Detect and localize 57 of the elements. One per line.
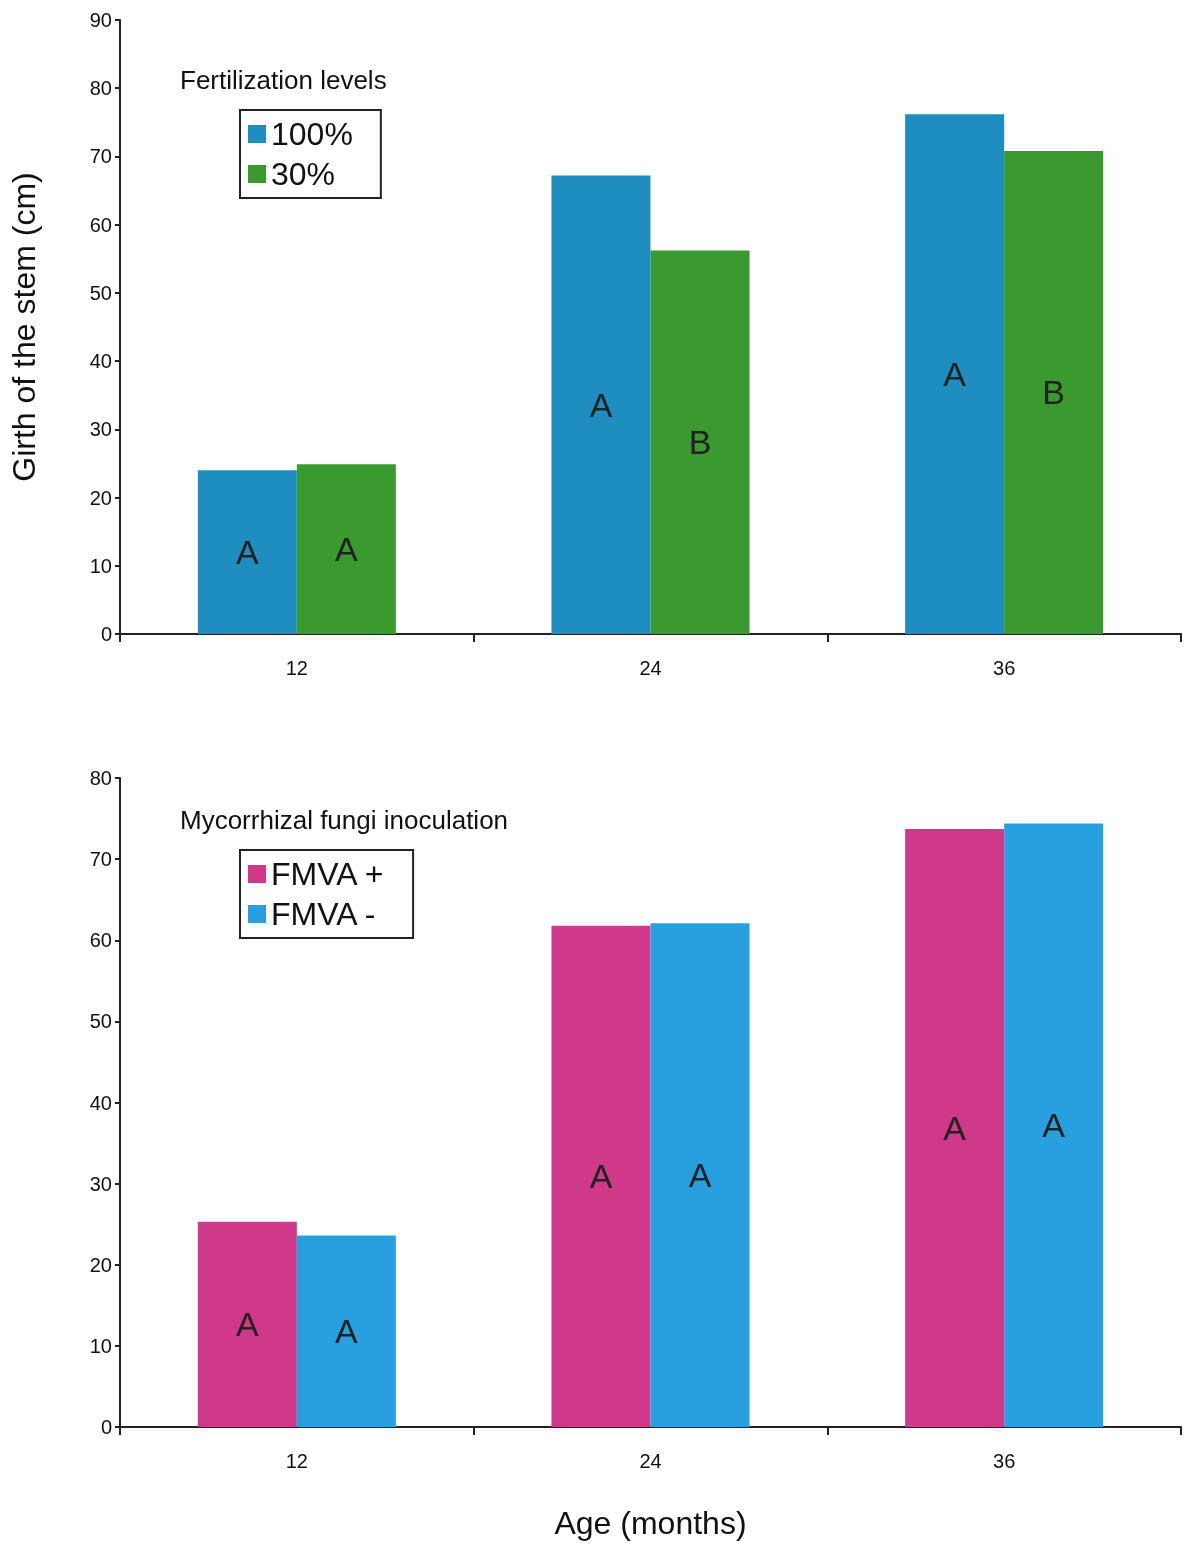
bar (296, 464, 396, 634)
y-tick-label: 30 (89, 418, 112, 441)
bar (197, 1221, 297, 1427)
data-label: A (1042, 1106, 1066, 1145)
y-tick-label: 30 (89, 1172, 112, 1195)
data-label: A (235, 533, 259, 572)
bar (905, 829, 1005, 1427)
bar (650, 250, 750, 634)
bar (197, 470, 297, 634)
bar (1004, 823, 1104, 1427)
y-tick-label: 90 (89, 9, 112, 31)
data-label: A (335, 530, 358, 569)
bar (551, 925, 651, 1427)
legend-label: 100% (271, 116, 353, 152)
y-tick-label: 20 (89, 486, 112, 509)
legend-label: 30% (271, 156, 336, 192)
data-label: A (589, 385, 613, 424)
data-label: A (235, 1305, 259, 1344)
bar (1004, 150, 1104, 634)
bar (905, 114, 1005, 634)
y-tick-label: 40 (89, 1091, 112, 1114)
legend-label: FMVA + (271, 856, 384, 892)
data-label: A (589, 1157, 613, 1196)
y-tick-label: 0 (100, 1416, 112, 1438)
y-tick-label: 40 (89, 350, 112, 373)
data-label: B (1042, 373, 1066, 412)
legend-title: Mycorrhizal fungi inoculation (180, 805, 509, 835)
data-label: A (943, 355, 967, 394)
y-tick-label: 70 (89, 145, 112, 168)
y-tick-label: 80 (89, 77, 112, 100)
x-axis-title: Age (months) (554, 1505, 747, 1541)
legend-title: Fertilization levels (180, 65, 387, 95)
data-label: B (688, 423, 712, 462)
data-label: A (688, 1156, 712, 1195)
y-tick-label: 50 (89, 281, 112, 304)
y-tick-label: 20 (89, 1253, 112, 1276)
x-tick-label: 12 (285, 1450, 308, 1472)
y-tick-label: 60 (89, 929, 112, 952)
data-label: A (335, 1312, 358, 1351)
y-tick-label: 60 (89, 213, 112, 236)
bar (551, 175, 651, 634)
x-tick-label: 24 (639, 657, 662, 679)
y-tick-label: 70 (89, 848, 112, 871)
x-tick-label: 36 (993, 657, 1016, 679)
y-axis-title: Girth of the stem (cm) (6, 172, 42, 482)
y-tick-label: 10 (89, 1334, 112, 1357)
data-label: A (943, 1109, 967, 1148)
y-tick-label: 0 (100, 623, 112, 645)
x-tick-label: 36 (993, 1450, 1016, 1472)
bar (650, 923, 750, 1427)
x-tick-label: 12 (285, 657, 308, 679)
legend-label: FMVA - (271, 896, 376, 932)
y-tick-label: 10 (89, 554, 112, 577)
y-tick-label: 50 (89, 1010, 112, 1033)
bar (296, 1235, 396, 1427)
y-tick-label: 80 (89, 767, 112, 789)
x-tick-label: 24 (639, 1450, 662, 1472)
